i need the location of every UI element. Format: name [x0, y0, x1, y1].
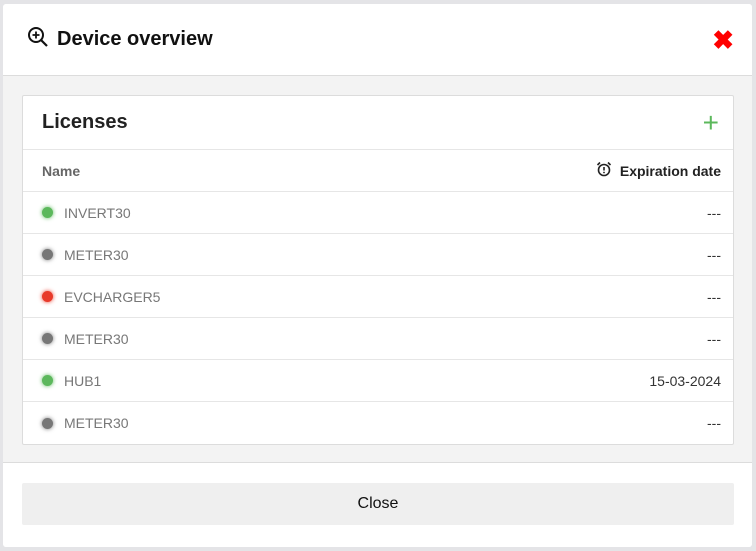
card-title: Licenses [42, 111, 128, 133]
license-name: EVCHARGER5 [42, 289, 707, 305]
expiration-date: 15-03-2024 [649, 372, 721, 389]
table-row: HUB1 15-03-2024 [23, 360, 733, 402]
license-name-text: METER30 [64, 246, 129, 263]
license-name-text: METER30 [64, 415, 129, 431]
device-overview-modal: Device overview ✖ Licenses + Name Expira… [3, 4, 752, 547]
status-dot-icon [42, 291, 53, 302]
expiration-date: --- [707, 330, 721, 347]
license-name-text: HUB1 [64, 372, 102, 389]
status-dot-icon [42, 333, 53, 344]
license-name-text: INVERT30 [64, 204, 131, 221]
table-row: INVERT30 --- [23, 192, 733, 234]
close-button[interactable]: Close [22, 483, 734, 525]
close-icon[interactable]: ✖ [712, 24, 734, 55]
license-name-text: METER30 [64, 330, 129, 347]
card-header: Licenses + [23, 96, 733, 150]
modal-header: Device overview ✖ [3, 4, 752, 76]
license-name: HUB1 [42, 373, 649, 389]
plus-icon[interactable]: + [702, 106, 719, 138]
table-row: METER30 --- [23, 318, 733, 360]
license-name: METER30 [42, 415, 707, 431]
license-name-text: EVCHARGER5 [64, 288, 161, 305]
licenses-card: Licenses + Name Expiration date INVERT30… [22, 95, 734, 445]
license-name: INVERT30 [42, 205, 707, 221]
alarm-clock-icon [596, 161, 612, 180]
modal-footer: Close [3, 462, 752, 547]
column-header-name: Name [42, 162, 81, 179]
column-header-expiration: Expiration date [596, 161, 721, 180]
license-name: METER30 [42, 247, 707, 263]
status-dot-icon [42, 417, 53, 429]
expiration-header-label: Expiration date [619, 162, 721, 179]
status-dot-icon [42, 375, 53, 386]
zoom-in-icon [27, 26, 49, 53]
expiration-date: --- [707, 415, 721, 431]
expiration-date: --- [707, 288, 721, 305]
expiration-date: --- [707, 246, 721, 263]
modal-title: Device overview [57, 28, 213, 50]
license-name: METER30 [42, 331, 707, 347]
table-row: METER30 --- [23, 234, 733, 276]
status-dot-icon [42, 249, 53, 260]
status-dot-icon [42, 207, 53, 218]
expiration-date: --- [707, 204, 721, 221]
table-row: METER30 --- [23, 402, 733, 444]
table-header: Name Expiration date [23, 150, 733, 192]
table-row: EVCHARGER5 --- [23, 276, 733, 318]
